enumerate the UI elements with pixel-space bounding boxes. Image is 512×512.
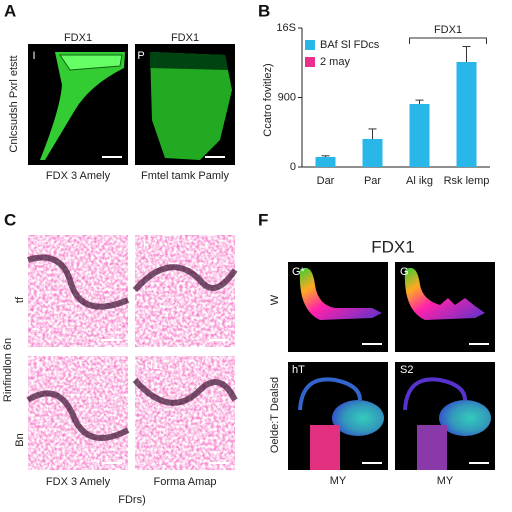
micrograph	[28, 235, 128, 347]
caption: Fmtel tamk Pamly	[141, 170, 230, 182]
caption: FDX 3 Amely	[46, 476, 111, 488]
caption: FDX 3 Amely	[46, 170, 111, 182]
panel-a-images	[28, 44, 235, 165]
stain	[439, 400, 491, 436]
panel-letter: C	[4, 210, 16, 229]
inset-label: F	[36, 360, 43, 372]
stain	[150, 52, 232, 160]
micrograph	[28, 356, 128, 470]
x-label: FDrs)	[118, 494, 146, 506]
row-label: W	[269, 294, 281, 305]
inset-label: P	[137, 50, 144, 62]
annotation: FDX1	[434, 24, 462, 36]
stain	[404, 267, 485, 320]
stain	[150, 52, 228, 70]
stain	[403, 377, 467, 411]
caption: Forma Amap	[154, 476, 217, 488]
bar	[315, 156, 336, 167]
x-tick-label: Dar	[317, 175, 335, 187]
panel-f-images	[288, 262, 495, 470]
inset-label: I	[32, 50, 35, 62]
row-label: Bn	[14, 433, 26, 446]
stain	[332, 400, 384, 436]
panel-letter: B	[258, 1, 270, 20]
inset-label: S2	[400, 364, 413, 376]
inset-label: G*	[292, 266, 306, 278]
annotation-bracket	[409, 37, 487, 44]
panel-letter: A	[4, 1, 16, 20]
stain	[40, 52, 125, 160]
row-label: tf	[14, 296, 26, 303]
stain	[59, 54, 123, 71]
side-label: Cnlcsudsh Pxrl etstt	[8, 55, 20, 152]
x-tick-label: Rsk lemp	[444, 175, 490, 187]
legend-label: 2 may	[320, 56, 350, 68]
micrograph	[135, 235, 235, 347]
caption: MY	[437, 475, 454, 487]
bar	[456, 61, 477, 167]
image-title: FDX1	[171, 32, 199, 44]
y-tick-label: 900	[278, 91, 296, 103]
row-label: Oelde:T Dealsd	[269, 377, 281, 453]
tissue-fold	[26, 254, 238, 441]
stain	[299, 267, 382, 320]
micrograph	[135, 356, 235, 470]
y-tick-label: 16S	[276, 22, 296, 34]
x-tick-label: Par	[364, 175, 381, 187]
inset-label: C	[36, 239, 44, 251]
stain	[298, 377, 362, 411]
panel-letter: F	[258, 210, 268, 229]
inset-label: G	[400, 266, 409, 278]
caption: MY	[330, 475, 347, 487]
bar	[409, 103, 430, 167]
x-tick-label: Al ikg	[406, 175, 433, 187]
legend-swatch	[305, 57, 315, 67]
bar	[362, 138, 383, 167]
inset-label: F	[143, 239, 150, 251]
stain	[417, 425, 447, 470]
stain	[310, 425, 340, 470]
inset-label: H1	[145, 360, 159, 372]
panel-c-images	[26, 235, 238, 470]
image-title: FDX1	[64, 32, 92, 44]
y-tick-label: 0	[290, 161, 296, 173]
inset-label: hT	[292, 364, 305, 376]
legend-label: BAf Sl FDcs	[320, 39, 380, 51]
panel-title: FDX1	[371, 237, 414, 256]
side-label: Rinfindlon 6n	[2, 338, 14, 402]
legend-swatch	[305, 40, 315, 50]
y-axis-label: Ccatro fovitlez)	[262, 63, 274, 136]
